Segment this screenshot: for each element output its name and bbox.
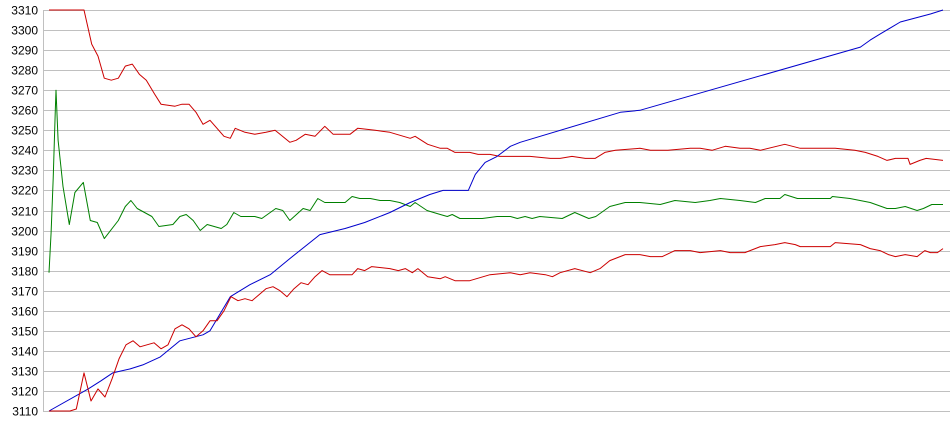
y-tick-label: 3130 <box>11 365 38 379</box>
y-tick-label: 3180 <box>11 265 38 279</box>
y-tick-label: 3160 <box>11 305 38 319</box>
y-tick-label: 3190 <box>11 245 38 259</box>
y-tick-label: 3270 <box>11 84 38 98</box>
y-tick-label: 3170 <box>11 285 38 299</box>
gridlines <box>43 10 950 412</box>
y-tick-label: 3310 <box>11 4 38 18</box>
y-tick-label: 3230 <box>11 164 38 178</box>
y-tick-label: 3290 <box>11 44 38 58</box>
y-tick-label: 3240 <box>11 144 38 158</box>
series-line-2 <box>48 9 944 412</box>
series-lines <box>48 9 944 412</box>
y-tick-label: 3120 <box>11 385 38 399</box>
y-tick-label: 3260 <box>11 104 38 118</box>
y-tick-label: 3140 <box>11 345 38 359</box>
series-line-1 <box>48 89 943 273</box>
y-tick-label: 3150 <box>11 325 38 339</box>
y-tick-label: 3250 <box>11 124 38 138</box>
series-line-0 <box>49 9 944 165</box>
series-line-3 <box>49 242 944 412</box>
y-axis-ticks: 3310 3300 3290 3280 3270 3260 3250 3240 3230 3220… <box>11 4 38 419</box>
y-tick-label: 3300 <box>11 24 38 38</box>
y-tick-label: 3220 <box>11 184 38 198</box>
y-tick-label: 3280 <box>11 64 38 78</box>
y-tick-label: 3200 <box>11 225 38 239</box>
y-tick-label: 3210 <box>11 205 38 219</box>
y-tick-label: 3110 <box>12 405 38 419</box>
